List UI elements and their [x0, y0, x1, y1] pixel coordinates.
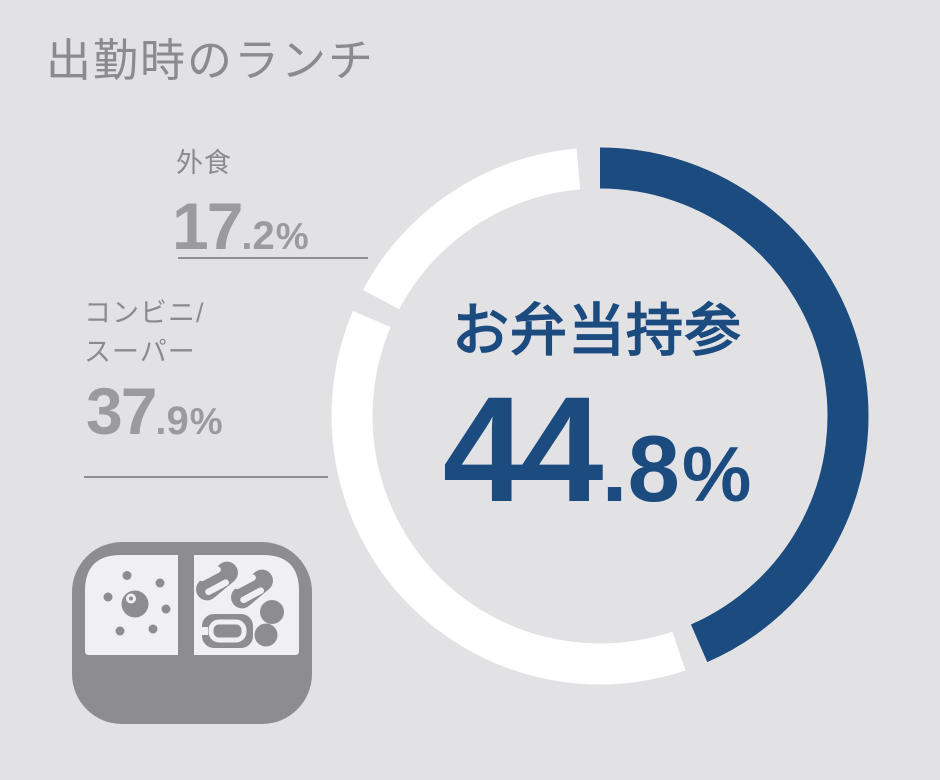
legend-item-gaishoku: 外食 17.2% [172, 144, 309, 259]
legend-label: コンビニ/ スーパー [84, 294, 223, 372]
legend-value-dec: .9 [155, 399, 189, 443]
legend-value-int: 17 [172, 189, 243, 263]
donut-center-value: 44.8% [442, 365, 752, 533]
chart-title: 出勤時のランチ [46, 35, 376, 86]
donut-segment [362, 148, 581, 310]
tomato-icon [260, 600, 284, 624]
legend-underline-konbini-super [84, 476, 328, 478]
bento-box-icon [72, 542, 312, 724]
legend-percent-sign: % [275, 216, 309, 257]
legend-value-dec: .2 [241, 214, 275, 258]
center-value-int: 44 [442, 365, 604, 533]
bento-rice-compartment [85, 555, 178, 655]
bento-okazu-compartment [194, 555, 299, 655]
legend-value: 17.2% [172, 193, 309, 259]
legend-underline-gaishoku [178, 257, 368, 259]
legend-value-int: 37 [86, 374, 157, 448]
legend-value: 37.9% [86, 378, 223, 444]
donut-center-label: お弁当持参 [452, 299, 742, 363]
center-value-dec: .8 [601, 416, 680, 521]
donut-segment [331, 311, 686, 685]
tomato-icon [254, 623, 278, 647]
legend-percent-sign: % [189, 401, 223, 442]
donut-segment [599, 147, 869, 663]
legend-item-konbini-super: コンビニ/ スーパー 37.9% [84, 294, 223, 444]
legend-label-line2: スーパー [84, 337, 196, 367]
legend-label-line1: コンビニ/ [84, 298, 205, 328]
tamagoyaki-icon [199, 614, 253, 648]
legend-label: 外食 [176, 148, 232, 178]
center-percent-sign: % [681, 430, 752, 518]
